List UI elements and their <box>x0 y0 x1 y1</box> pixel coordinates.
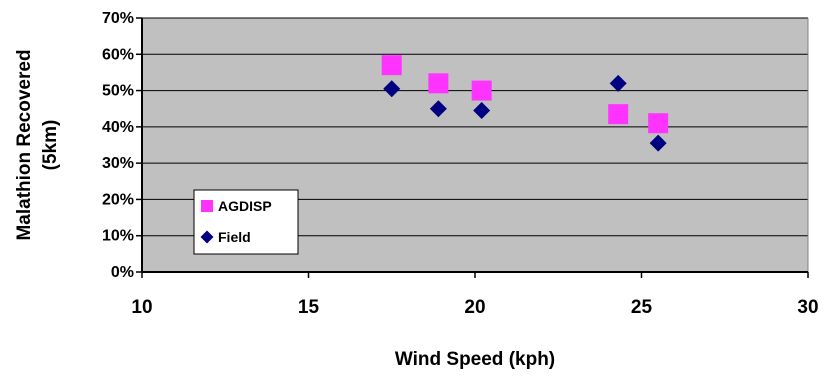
y-tick-label: 30% <box>102 155 134 172</box>
y-tick-label: 60% <box>102 46 134 63</box>
y-axis-title-line2: (5km) <box>40 120 61 171</box>
x-axis-title: Wind Speed (kph) <box>395 349 555 370</box>
legend-label-agdisp: AGDISP <box>218 198 272 214</box>
y-tick-labels: 0% 10% 20% 30% 40% 50% 60% 70% <box>102 10 134 281</box>
point-field <box>649 134 667 152</box>
x-tick-label: 15 <box>298 297 320 318</box>
x-tick-labels: 10 15 20 25 30 <box>131 297 818 318</box>
axes <box>136 17 809 278</box>
y-tick-label: 10% <box>102 228 134 245</box>
point-field <box>429 100 447 118</box>
y-tick-label: 70% <box>102 10 134 27</box>
y-tick-label: 0% <box>111 264 134 281</box>
point-agdisp <box>428 73 449 94</box>
x-tick-label: 10 <box>131 297 152 318</box>
legend-label-field: Field <box>218 229 251 245</box>
y-tick-label: 40% <box>102 119 134 136</box>
point-field <box>609 74 627 92</box>
y-tick-label: 20% <box>102 191 134 208</box>
legend-marker-agdisp <box>201 200 213 212</box>
y-tick-label: 50% <box>102 83 134 100</box>
point-field <box>383 80 401 98</box>
legend-marker-field <box>200 230 214 244</box>
x-tick-label: 20 <box>464 297 485 318</box>
point-agdisp <box>608 104 629 125</box>
point-agdisp <box>381 55 402 76</box>
point-agdisp <box>471 80 492 101</box>
point-field <box>473 102 491 120</box>
point-agdisp <box>648 113 669 134</box>
y-axis-title-line1: Malathion Recovered <box>14 49 35 240</box>
x-tick-label: 30 <box>797 297 818 318</box>
x-tick-label: 25 <box>631 297 653 318</box>
legend: AGDISP Field <box>193 189 299 255</box>
data-points <box>381 55 669 152</box>
